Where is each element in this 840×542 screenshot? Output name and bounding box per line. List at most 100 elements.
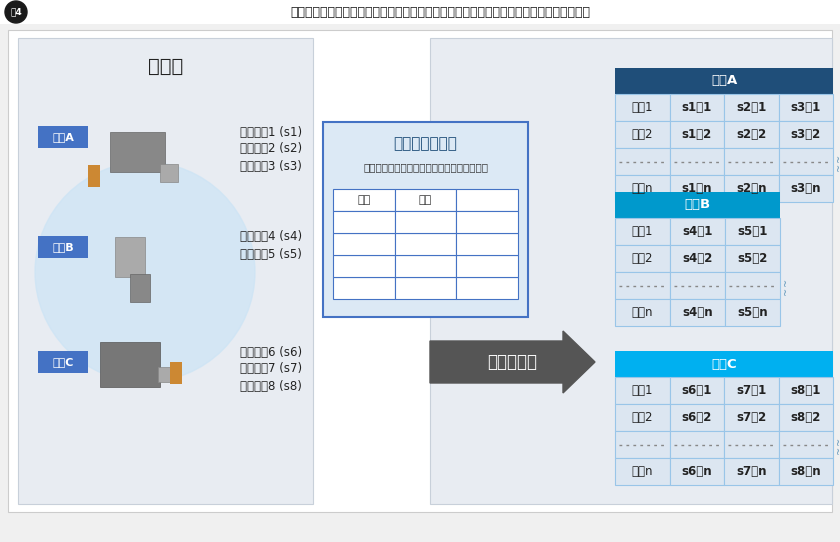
- FancyBboxPatch shape: [725, 218, 780, 245]
- Text: s2値1: s2値1: [736, 101, 766, 114]
- FancyBboxPatch shape: [456, 211, 518, 233]
- FancyArrow shape: [430, 331, 595, 393]
- FancyBboxPatch shape: [669, 175, 724, 202]
- FancyBboxPatch shape: [779, 121, 833, 148]
- Text: s5値1: s5値1: [738, 225, 768, 238]
- FancyBboxPatch shape: [725, 299, 780, 326]
- FancyBboxPatch shape: [395, 277, 456, 299]
- FancyBboxPatch shape: [615, 68, 833, 94]
- FancyBboxPatch shape: [670, 218, 725, 245]
- Text: 機器B: 機器B: [685, 198, 711, 211]
- Text: ~: ~: [781, 278, 791, 286]
- FancyBboxPatch shape: [100, 342, 160, 387]
- FancyBboxPatch shape: [615, 192, 780, 218]
- FancyBboxPatch shape: [395, 189, 456, 211]
- FancyBboxPatch shape: [18, 38, 313, 504]
- Text: 機器A: 機器A: [711, 74, 738, 87]
- Text: s2値2: s2値2: [736, 128, 766, 141]
- Text: s4値1: s4値1: [682, 225, 712, 238]
- Text: s8値2: s8値2: [790, 411, 821, 424]
- Text: s6値2: s6値2: [681, 411, 712, 424]
- FancyBboxPatch shape: [669, 94, 724, 121]
- FancyBboxPatch shape: [323, 122, 528, 317]
- Text: s4値2: s4値2: [682, 252, 712, 265]
- FancyBboxPatch shape: [615, 175, 669, 202]
- Text: s3値2: s3値2: [790, 128, 821, 141]
- FancyBboxPatch shape: [725, 272, 780, 299]
- FancyBboxPatch shape: [724, 458, 779, 485]
- Text: ~: ~: [834, 446, 840, 454]
- FancyBboxPatch shape: [333, 211, 395, 233]
- Text: 時間2: 時間2: [632, 411, 653, 424]
- Text: ~: ~: [781, 287, 791, 295]
- FancyBboxPatch shape: [456, 255, 518, 277]
- FancyBboxPatch shape: [333, 277, 395, 299]
- FancyBboxPatch shape: [615, 377, 669, 404]
- Text: s1値2: s1値2: [681, 128, 711, 141]
- Text: s8値1: s8値1: [790, 384, 821, 397]
- Circle shape: [5, 1, 27, 23]
- FancyBboxPatch shape: [670, 245, 725, 272]
- FancyBboxPatch shape: [615, 245, 670, 272]
- FancyBboxPatch shape: [430, 38, 832, 504]
- FancyBboxPatch shape: [779, 148, 833, 175]
- Text: キーバリュー型に表の概念をもたせたモデル: キーバリュー型に表の概念をもたせたモデル: [363, 162, 488, 172]
- FancyBboxPatch shape: [456, 277, 518, 299]
- FancyBboxPatch shape: [724, 431, 779, 458]
- Text: 機器A: 機器A: [52, 132, 74, 142]
- FancyBboxPatch shape: [333, 255, 395, 277]
- Text: s3値1: s3値1: [790, 101, 821, 114]
- Text: s6値n: s6値n: [681, 465, 712, 478]
- FancyBboxPatch shape: [170, 362, 182, 384]
- Text: センサー2 (s2): センサー2 (s2): [240, 143, 302, 156]
- Text: s5値2: s5値2: [738, 252, 768, 265]
- FancyBboxPatch shape: [724, 404, 779, 431]
- FancyBboxPatch shape: [333, 233, 395, 255]
- FancyBboxPatch shape: [115, 237, 145, 277]
- Text: 機器B: 機器B: [52, 242, 74, 252]
- Text: 図4: 図4: [10, 8, 22, 16]
- Text: s7値1: s7値1: [736, 384, 766, 397]
- FancyBboxPatch shape: [615, 94, 669, 121]
- FancyBboxPatch shape: [779, 94, 833, 121]
- FancyBboxPatch shape: [724, 377, 779, 404]
- Text: s7値n: s7値n: [736, 465, 767, 478]
- Text: センサー3 (s3): センサー3 (s3): [240, 159, 302, 172]
- FancyBboxPatch shape: [779, 377, 833, 404]
- FancyBboxPatch shape: [669, 377, 724, 404]
- FancyBboxPatch shape: [724, 148, 779, 175]
- FancyBboxPatch shape: [669, 148, 724, 175]
- FancyBboxPatch shape: [615, 404, 669, 431]
- FancyBboxPatch shape: [88, 165, 100, 187]
- FancyBboxPatch shape: [615, 148, 669, 175]
- FancyBboxPatch shape: [615, 272, 670, 299]
- FancyBboxPatch shape: [725, 245, 780, 272]
- FancyBboxPatch shape: [669, 431, 724, 458]
- Circle shape: [35, 162, 255, 382]
- Text: 時間n: 時間n: [632, 182, 653, 195]
- FancyBboxPatch shape: [779, 175, 833, 202]
- FancyBboxPatch shape: [615, 299, 670, 326]
- FancyBboxPatch shape: [670, 299, 725, 326]
- Text: センサー7 (s7): センサー7 (s7): [240, 363, 302, 376]
- Text: 実世界: 実世界: [148, 56, 183, 75]
- Text: 時間1: 時間1: [632, 101, 653, 114]
- Text: s1値1: s1値1: [681, 101, 711, 114]
- Text: s5値n: s5値n: [738, 306, 768, 319]
- FancyBboxPatch shape: [670, 272, 725, 299]
- FancyBboxPatch shape: [395, 255, 456, 277]
- Text: 時間n: 時間n: [632, 306, 654, 319]
- Text: 時間1: 時間1: [632, 384, 653, 397]
- FancyBboxPatch shape: [38, 236, 88, 258]
- Text: 時間1: 時間1: [632, 225, 654, 238]
- FancyBboxPatch shape: [395, 233, 456, 255]
- Text: s7値2: s7値2: [736, 411, 766, 424]
- Text: キーコンテナ型: キーコンテナ型: [394, 137, 458, 152]
- FancyBboxPatch shape: [779, 431, 833, 458]
- FancyBboxPatch shape: [779, 404, 833, 431]
- FancyBboxPatch shape: [38, 351, 88, 373]
- Text: s8値n: s8値n: [790, 465, 821, 478]
- Text: センサー8 (s8): センサー8 (s8): [240, 379, 302, 392]
- FancyBboxPatch shape: [158, 367, 173, 382]
- FancyBboxPatch shape: [160, 164, 178, 182]
